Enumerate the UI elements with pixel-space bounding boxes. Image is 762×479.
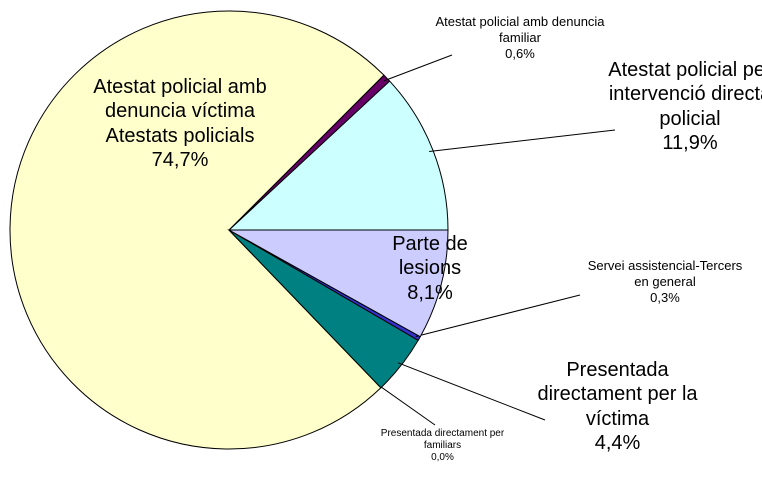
slice-label: Parte de lesions 8,1%	[365, 232, 495, 305]
slice-label: Servei assistencial-Tercers en general 0,…	[580, 258, 750, 306]
slice-name: Presentada directament per familiars	[380, 428, 505, 452]
slice-value: 11,9%	[662, 132, 718, 155]
leader-line	[397, 362, 546, 421]
slice-label: Presentada directament per familiars 0,0%	[365, 428, 520, 465]
slice-value: 0,0%	[431, 452, 454, 464]
leader-line	[383, 54, 453, 82]
pie-slice	[9, 10, 385, 450]
slice-value: 0,3%	[650, 289, 680, 305]
slice-value: 8,1%	[407, 281, 453, 304]
slice-value: 4,4%	[594, 432, 641, 455]
slice-value: 0,6%	[505, 45, 535, 61]
slice-name: Presentada directament per la víctima	[537, 359, 698, 430]
slice-name: Parte de lesions	[392, 233, 468, 280]
slice-name: Atestat policial per intervenció directa…	[608, 59, 762, 130]
leader-line	[429, 129, 616, 152]
slice-name: Atestat policial amb denuncia familiar	[435, 14, 605, 45]
slice-label: Atestat policial per intervenció directa…	[600, 58, 762, 156]
leader-line	[415, 294, 581, 338]
slice-label: Atestat policial amb denuncia familiar 0,…	[430, 14, 610, 62]
pie-slice	[227, 229, 449, 338]
slice-name: Servei assistencial-Tercers en general	[587, 258, 743, 289]
slice-label: Presentada directament per la víctima 4,4…	[530, 358, 705, 456]
slice-name: Atestat policial amb denuncia víctima At…	[93, 76, 267, 147]
pie-slice	[227, 80, 449, 231]
leader-line	[377, 384, 436, 426]
slice-value: 74,7%	[151, 149, 209, 172]
slice-label: Atestat policial amb denuncia víctima At…	[80, 75, 280, 173]
